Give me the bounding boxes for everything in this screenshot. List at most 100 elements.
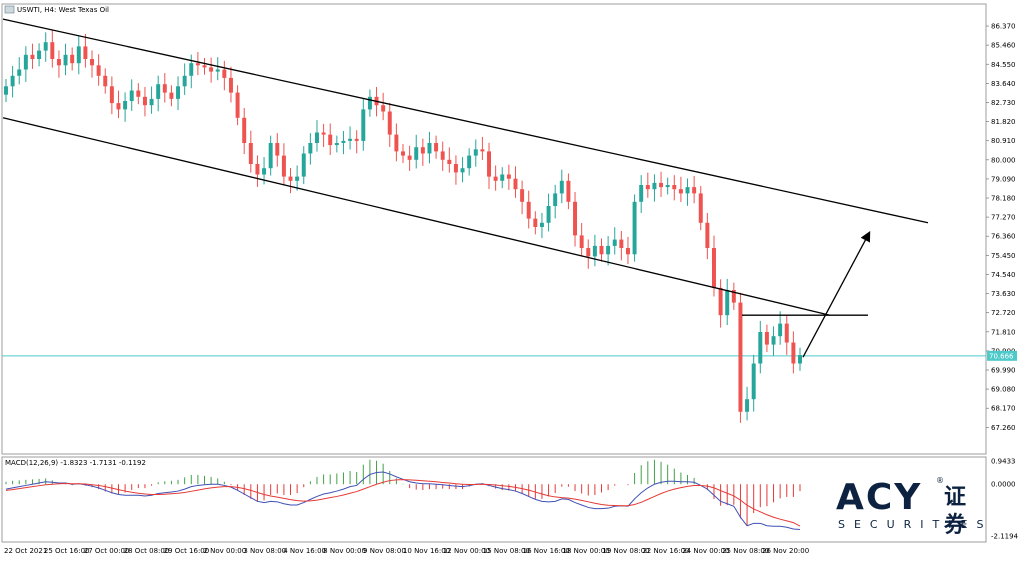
time-tick-label: 2 Nov 00:00 [203,547,246,555]
candle [63,43,68,76]
candle [586,239,591,269]
price-tick-label: 72.720 [991,309,1016,317]
time-tick-label: 22 Oct 2021 [4,547,47,555]
candle [222,60,227,91]
candle [255,155,260,187]
candle [784,314,789,355]
macd-histogram [5,459,801,526]
time-tick-label: 24 Nov 00:00 [682,547,729,555]
time-tick-label: 19 Nov 08:00 [602,547,649,555]
candle [798,347,802,371]
candle [427,131,432,164]
acy-securities-logo: ACY ® 证券 SECURITIES [836,476,986,538]
candle [500,167,505,189]
candle [228,66,233,103]
candle [23,46,28,82]
candle [169,85,174,107]
macd-tick-label: 0.9433 [991,458,1016,466]
candle [334,135,339,153]
candle [142,86,147,117]
candle [361,98,366,151]
price-tick-label: 74.540 [991,271,1016,279]
logo-chinese: 证券 [944,485,967,538]
candle [553,184,558,219]
candle [348,126,353,150]
candlestick-series [4,29,802,423]
time-tick-label: 4 Nov 16:00 [283,547,326,555]
candle [301,146,306,184]
projection-arrow[interactable] [802,231,871,358]
candle [612,227,617,255]
price-tick-label: 79.090 [991,175,1016,183]
candle [407,145,412,171]
candle [731,282,736,310]
candle [4,78,8,103]
candle [480,136,485,161]
price-tick-label: 76.360 [991,233,1016,241]
candle [387,102,392,147]
price-tick-label: 80.910 [991,137,1016,145]
candle [215,57,220,81]
candle [90,50,95,78]
candle [506,164,511,190]
candle [645,172,650,198]
channel-upper-line[interactable] [2,18,929,224]
logo-mark: ACY [836,477,923,518]
candle [381,92,386,121]
current-price-tag: 70.666 [987,350,1017,361]
candle [599,238,604,262]
candle [473,139,478,167]
candle [83,34,88,68]
price-tick-label: 69.990 [991,367,1016,375]
time-tick-label: 3 Nov 08:00 [243,547,286,555]
candle [698,186,703,231]
candle [692,175,697,204]
candle [420,138,425,166]
candle [195,52,200,76]
candle [209,57,214,83]
candle [434,135,439,159]
candle [17,57,22,85]
candle [440,141,445,171]
macd-tick-label: -2.1194 [991,533,1019,541]
time-tick-label: 28 Oct 08:00 [124,547,170,555]
candle [625,236,630,265]
time-tick-label: 27 Oct 00:00 [84,547,130,555]
candle [10,65,15,98]
candle [70,47,75,71]
candle [453,155,458,185]
candle [129,79,134,111]
candle [43,32,48,62]
candle [672,175,677,201]
price-tick-label: 77.270 [991,214,1016,222]
price-tick-label: 78.180 [991,195,1016,203]
candle [96,54,101,86]
price-tick-label: 71.810 [991,328,1016,336]
candle [592,234,597,267]
candle [295,165,300,191]
price-tick-label: 73.630 [991,290,1016,298]
candle [705,212,710,260]
candle [248,130,253,173]
candle [559,169,564,204]
candle [566,173,571,210]
candle [235,85,240,126]
candle [156,75,161,112]
time-tick-label: 18 Nov 00:00 [563,547,610,555]
candle [725,278,730,326]
candle [665,177,670,195]
price-tick-label: 67.260 [991,424,1016,432]
candle [367,89,372,117]
candle [467,148,472,176]
candle [354,130,359,154]
time-tick-label: 25 Oct 16:00 [44,547,90,555]
time-tick-label: 26 Nov 20:00 [762,547,809,555]
candle [328,123,333,155]
price-tick-label: 84.550 [991,61,1016,69]
channel-lower-line[interactable] [2,117,831,316]
price-tick-label: 86.370 [991,23,1016,31]
candle [341,131,346,155]
candle [314,120,319,152]
candle [745,386,750,421]
